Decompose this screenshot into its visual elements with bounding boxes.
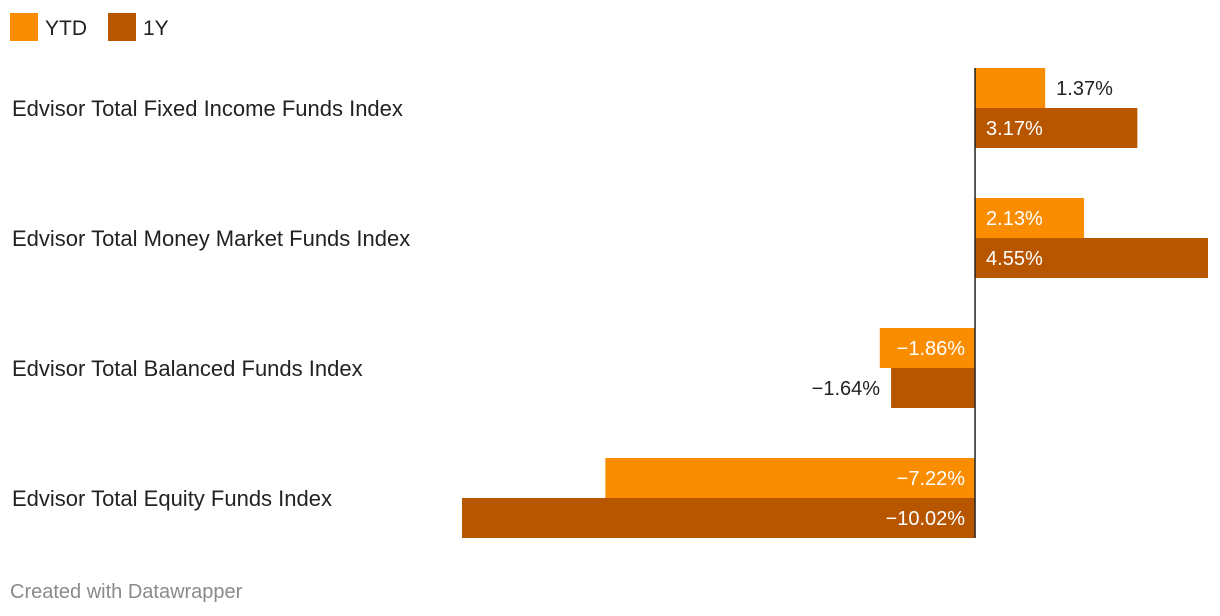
value-label-1y: 4.55% bbox=[986, 248, 1043, 270]
category-labels: Edvisor Total Fixed Income Funds Index Ed… bbox=[12, 96, 410, 511]
value-label-1y: −1.64% bbox=[812, 378, 881, 400]
category-label: Edvisor Total Fixed Income Funds Index bbox=[12, 96, 403, 121]
value-label-1y: 3.17% bbox=[986, 118, 1043, 140]
bars bbox=[462, 68, 1208, 538]
value-labels: 1.37% 3.17% 2.13% 4.55% −1.86% −1.64% −7.22% −1… bbox=[812, 78, 1113, 530]
legend: YTD 1Y bbox=[10, 13, 169, 41]
bar-1y bbox=[462, 498, 976, 538]
bar-ytd bbox=[879, 328, 976, 368]
footer-credit: Created with Datawrapper bbox=[10, 581, 243, 603]
value-label-ytd: 1.37% bbox=[1056, 78, 1113, 100]
legend-swatch-ytd bbox=[10, 13, 38, 41]
category-label: Edvisor Total Equity Funds Index bbox=[12, 486, 332, 511]
bar-1y bbox=[891, 368, 976, 408]
category-label: Edvisor Total Balanced Funds Index bbox=[12, 356, 363, 381]
value-label-ytd: −7.22% bbox=[897, 468, 966, 490]
legend-label-1y: 1Y bbox=[143, 17, 169, 40]
bar-1y bbox=[975, 108, 1138, 148]
value-label-ytd: −1.86% bbox=[897, 338, 966, 360]
legend-label-ytd: YTD bbox=[45, 17, 87, 40]
bar-ytd bbox=[975, 198, 1085, 238]
category-label: Edvisor Total Money Market Funds Index bbox=[12, 226, 410, 251]
bar-ytd bbox=[975, 68, 1046, 108]
value-label-1y: −10.02% bbox=[886, 508, 966, 530]
legend-swatch-1y bbox=[108, 13, 136, 41]
bar-1y bbox=[975, 238, 1208, 278]
bar-ytd bbox=[605, 458, 976, 498]
value-label-ytd: 2.13% bbox=[986, 208, 1043, 230]
